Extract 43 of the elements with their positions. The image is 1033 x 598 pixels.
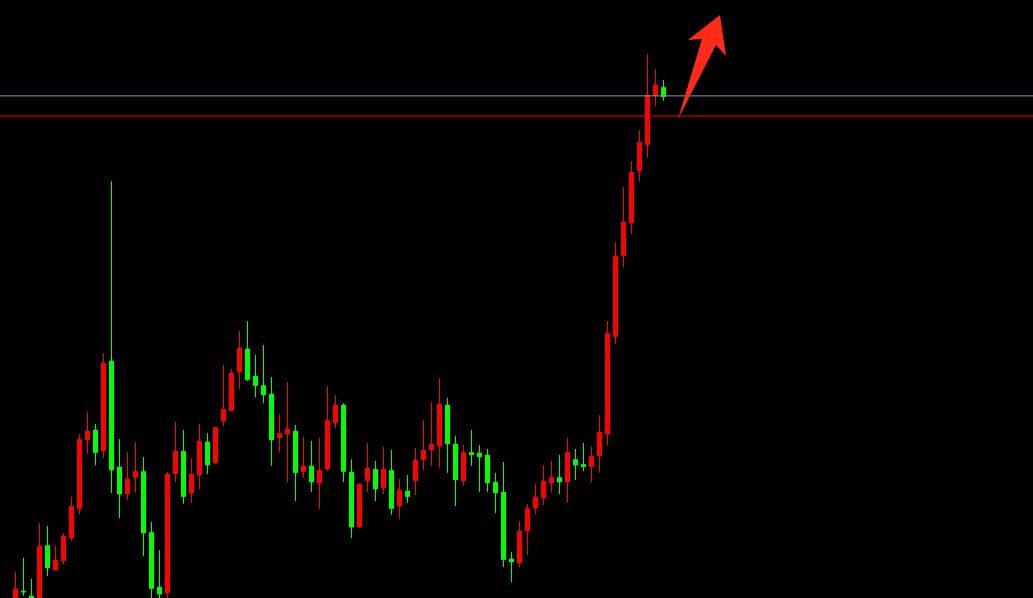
candlestick [317,437,322,510]
candlestick [533,483,538,515]
candlestick [285,381,290,483]
candlestick [333,394,338,429]
candlestick [277,413,282,453]
candlestick [549,460,554,494]
candlestick [573,448,578,481]
candlestick [373,460,378,502]
candlestick [653,68,658,107]
candlestick [525,503,530,556]
candlestick [541,464,546,506]
candlestick [381,446,386,495]
candlestick [53,545,58,571]
candlestick [589,446,594,483]
candlestick [469,429,474,467]
candlestick [29,578,34,598]
candlestick [93,423,98,466]
candlestick [189,457,194,504]
candlestick [125,451,130,501]
candlestick [365,442,370,493]
candlestick [405,474,410,504]
candlestick [509,551,514,583]
candlestick [133,441,138,493]
candlestick [557,454,562,495]
candlestick [597,414,602,474]
candlestick [261,344,266,404]
candlestick [493,472,498,514]
candlestick [309,440,314,493]
candlestick [45,525,50,577]
candlestick [477,444,482,493]
candlestick [413,447,418,496]
candlestick [397,478,402,520]
candlestick [173,421,178,483]
candlestick [581,442,586,472]
candlestick [301,436,306,479]
candlestick [85,411,90,455]
candlestick [421,419,426,471]
candlestick [157,549,162,598]
candlestick [253,354,258,398]
candlestick [205,432,210,475]
candlestick [13,571,18,598]
candlestick [221,364,226,427]
candlestick [429,401,434,467]
